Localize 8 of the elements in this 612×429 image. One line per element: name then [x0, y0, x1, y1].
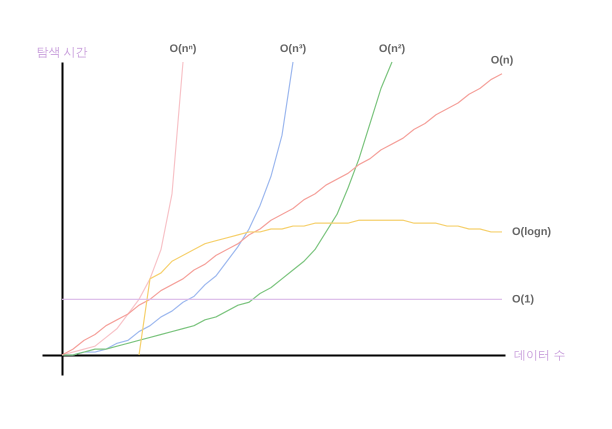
series-label: O(n) [490, 54, 514, 67]
series-label: O(n²) [378, 43, 406, 55]
series-label: O(1) [512, 293, 534, 306]
series-label: O(n³) [280, 43, 306, 55]
y-axis-title: 탐색 시간 [36, 45, 88, 59]
x-axis-title: 데이터 수 [514, 348, 566, 362]
series-label: O(nⁿ) [170, 43, 197, 55]
series-label: O(logn) [512, 226, 552, 238]
